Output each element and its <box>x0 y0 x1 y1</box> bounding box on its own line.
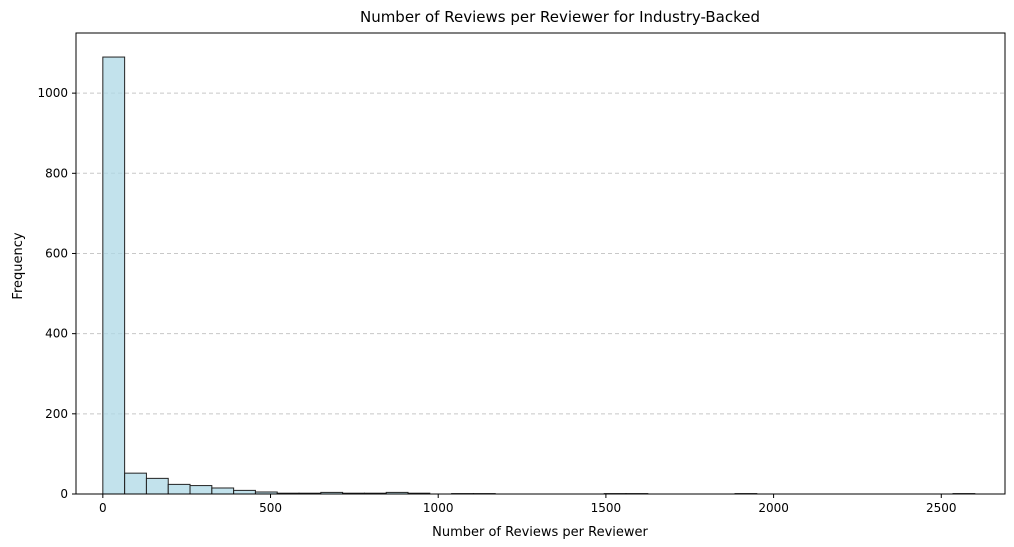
y-axis-label: Frequency <box>11 232 26 299</box>
y-tick-label: 1000 <box>37 86 68 100</box>
x-tick-label: 2500 <box>926 501 957 515</box>
histogram-bar <box>145 477 169 495</box>
plot-frame <box>75 32 1006 495</box>
y-axis-ticks: 0 200 400 600 800 1000 <box>37 86 76 501</box>
y-tick-label: 400 <box>45 327 68 341</box>
grid-lines <box>76 92 1005 415</box>
x-axis-ticks: 0 500 1000 1500 2000 2500 <box>99 494 957 515</box>
x-tick-label: 1500 <box>591 501 622 515</box>
histogram-bar <box>233 489 256 495</box>
x-tick-label: 500 <box>259 501 282 515</box>
bars <box>102 56 976 495</box>
y-tick-label: 200 <box>45 407 68 421</box>
histogram-bar <box>167 483 191 495</box>
y-tick-label: 600 <box>45 246 68 260</box>
x-tick-label: 1000 <box>423 501 454 515</box>
histogram-bar <box>189 485 213 495</box>
y-tick-label: 0 <box>60 487 68 501</box>
y-tick-label: 800 <box>45 166 68 180</box>
x-axis-label: Number of Reviews per Reviewer <box>432 525 648 540</box>
histogram-bar <box>211 487 235 495</box>
histogram-bar <box>124 472 147 495</box>
chart-title: Number of Reviews per Reviewer for Indus… <box>360 8 760 26</box>
x-tick-label: 0 <box>99 501 107 515</box>
x-tick-label: 2000 <box>758 501 789 515</box>
histogram-bar <box>102 56 126 495</box>
